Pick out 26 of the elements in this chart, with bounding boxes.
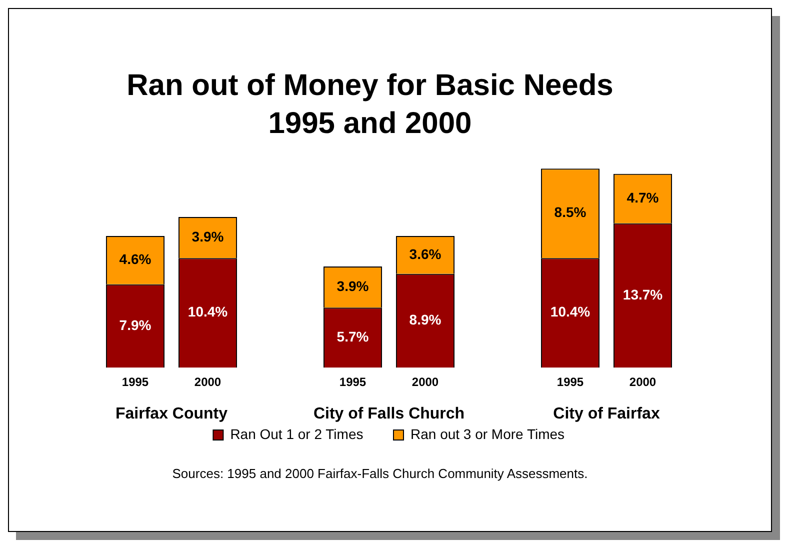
legend-label: Ran out 3 or More Times: [410, 426, 565, 442]
data-label: 5.7%: [336, 328, 370, 344]
text: City of Falls Church: [313, 405, 465, 422]
source-note: Sources: 1995 and 2000 Fairfax-Falls Church Community Assessments.: [171, 466, 589, 481]
data-label: 3.6%: [409, 246, 442, 262]
chart-subtitle: 1995 and 2000: [267, 106, 473, 142]
legend-label: Ran Out 1 or 2 Times: [230, 426, 364, 442]
text: City of Fairfax: [553, 405, 660, 422]
x-tick-label: 2000: [412, 375, 439, 390]
x-tick-label: 1995: [556, 375, 584, 390]
x-tick-label: 2000: [629, 375, 656, 390]
data-label: 4.6%: [119, 251, 152, 268]
data-label: 8.5%: [554, 204, 587, 220]
x-tick-label: 1995: [122, 375, 149, 390]
x-tick-label: 2000: [194, 375, 222, 390]
data-label: 10.4%: [550, 304, 591, 320]
data-label: 10.4%: [188, 304, 228, 320]
data-label: 3.9%: [336, 278, 370, 294]
data-label: 13.7%: [622, 286, 664, 302]
x-tick-label: 1995: [339, 375, 366, 390]
data-label: 4.7%: [626, 189, 660, 206]
data-label: 3.9%: [192, 228, 224, 244]
data-label: 7.9%: [119, 316, 152, 333]
text: Fairfax County: [115, 405, 228, 422]
chart-title: Ran out of Money for Basic Needs: [126, 68, 614, 104]
data-label: 8.9%: [409, 312, 442, 328]
